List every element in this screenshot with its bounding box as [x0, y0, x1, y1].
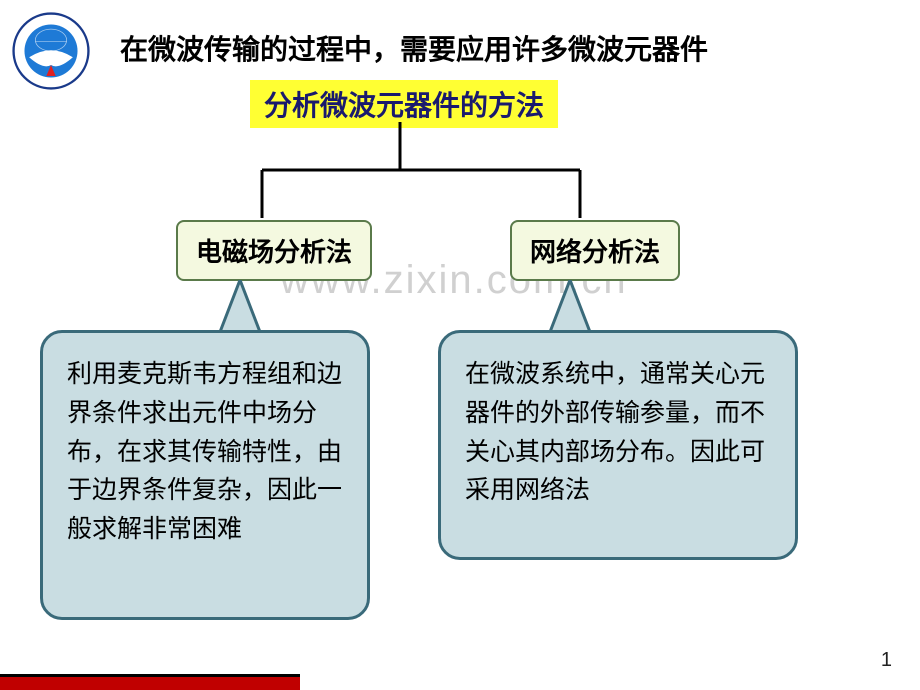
callout-right: 在微波系统中，通常关心元器件的外部传输参量，而不关心其内部场分布。因此可采用网络… — [438, 330, 798, 560]
page-number: 1 — [881, 649, 892, 672]
callout-text-left: 利用麦克斯韦方程组和边界条件求出元件中场分布，在求其传输特性，由于边界条件复杂，… — [67, 360, 342, 543]
method-box-right: 网络分析法 — [510, 220, 680, 281]
callout-text-right: 在微波系统中，通常关心元器件的外部传输参量，而不关心其内部场分布。因此可采用网络… — [465, 360, 765, 504]
bottom-accent-bar — [0, 674, 300, 690]
method-label-right: 网络分析法 — [530, 237, 660, 267]
callout-left: 利用麦克斯韦方程组和边界条件求出元件中场分布，在求其传输特性，由于边界条件复杂，… — [40, 330, 370, 620]
method-box-left: 电磁场分析法 — [176, 220, 372, 281]
method-label-left: 电磁场分析法 — [196, 237, 352, 267]
